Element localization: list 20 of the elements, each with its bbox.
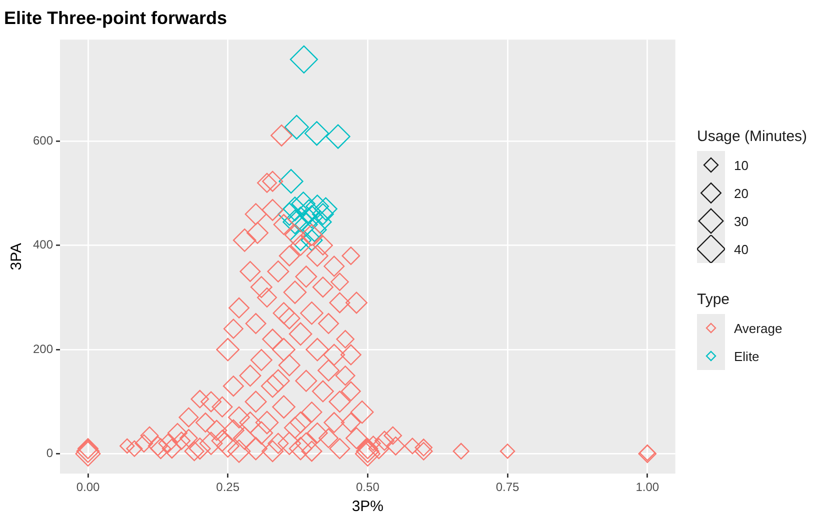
legend-label: 20 <box>734 186 748 200</box>
x-tick-label: 0.75 <box>496 480 520 494</box>
legend-label: 10 <box>734 158 748 172</box>
y-tick-label: 200 <box>32 342 54 356</box>
x-axis-title: 3P% <box>352 498 384 516</box>
y-tick-label: 600 <box>32 134 54 148</box>
chart-title: Elite Three-point forwards <box>4 8 228 28</box>
x-tick-label: 0.50 <box>356 480 380 494</box>
x-tick-label: 0.00 <box>76 480 100 494</box>
legend-label: Average <box>734 320 782 336</box>
legend-label: Elite <box>734 348 760 364</box>
legend-label: 40 <box>734 242 748 256</box>
y-tick-label: 0 <box>46 446 54 460</box>
x-tick-label: 1.00 <box>636 480 660 494</box>
y-axis-title: 3PA <box>8 242 26 270</box>
text: Usage (Minutes) <box>697 128 808 145</box>
legend-label: 30 <box>734 214 748 228</box>
legend-title: Type <box>697 291 731 308</box>
y-tick-label: 400 <box>32 238 54 252</box>
x-tick-label: 0.25 <box>216 480 240 494</box>
